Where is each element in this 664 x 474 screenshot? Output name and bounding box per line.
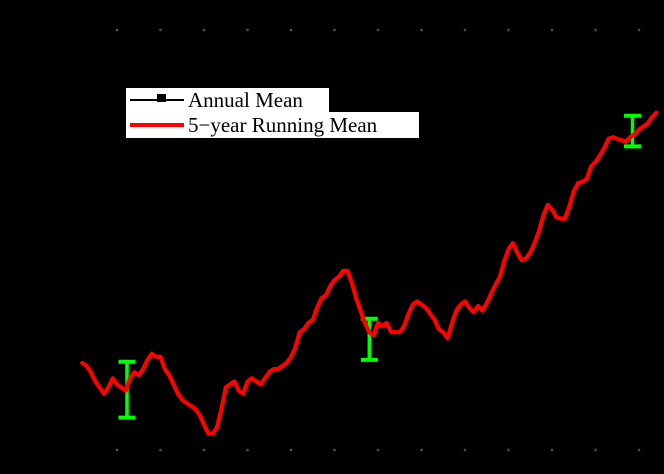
bottom-axis-tick-dot <box>376 448 380 452</box>
bottom-axis-tick-dot <box>202 448 206 452</box>
annual-mean-line-sample <box>130 88 184 112</box>
bottom-axis-tick-dot <box>463 448 467 452</box>
running-mean-line-icon <box>130 123 184 127</box>
legend-entry-running-mean: 5−year Running Mean <box>126 112 419 138</box>
bottom-axis-tick-dot <box>333 448 336 452</box>
top-axis-tick-dot <box>594 28 597 32</box>
bottom-axis-tick-dot <box>594 448 597 452</box>
bottom-axis-tick-dot <box>159 448 162 452</box>
top-axis-tick-dot <box>159 28 162 32</box>
top-axis-tick-dot <box>376 28 380 32</box>
top-axis-tick-dot <box>507 28 510 32</box>
legend-label-running-mean: 5−year Running Mean <box>188 112 378 137</box>
legend: Annual Mean 5−year Running Mean <box>126 88 419 138</box>
legend-label-annual-mean: Annual Mean <box>188 87 303 112</box>
legend-entry-annual-mean: Annual Mean <box>126 88 329 112</box>
bottom-axis-tick-dot <box>115 448 119 452</box>
top-axis-tick-dot <box>333 28 336 32</box>
top-axis-tick-dot <box>463 28 467 32</box>
bottom-axis-tick-dot <box>289 448 293 452</box>
top-axis-tick-dot <box>115 28 119 32</box>
bottom-axis-tick-dot <box>637 448 641 452</box>
top-axis-tick-dot <box>420 28 423 32</box>
bottom-axis-tick-dot <box>246 448 249 452</box>
top-axis-tick-dot <box>289 28 293 32</box>
bottom-axis-tick-dot <box>550 448 554 452</box>
top-axis-tick-dot <box>637 28 641 32</box>
top-axis-tick-dot <box>246 28 249 32</box>
bottom-axis-tick-dot <box>507 448 510 452</box>
running-mean-curve <box>80 110 659 436</box>
annual-mean-square-marker-icon <box>157 94 166 102</box>
bottom-axis-tick-dot <box>420 448 423 452</box>
running-mean-line-sample <box>130 112 184 138</box>
top-axis-tick-dot <box>202 28 206 32</box>
top-axis-tick-dot <box>550 28 554 32</box>
